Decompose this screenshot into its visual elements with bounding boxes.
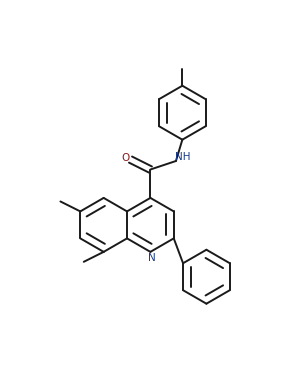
- Text: N: N: [148, 253, 156, 263]
- Text: O: O: [121, 153, 129, 163]
- Text: NH: NH: [175, 152, 190, 162]
